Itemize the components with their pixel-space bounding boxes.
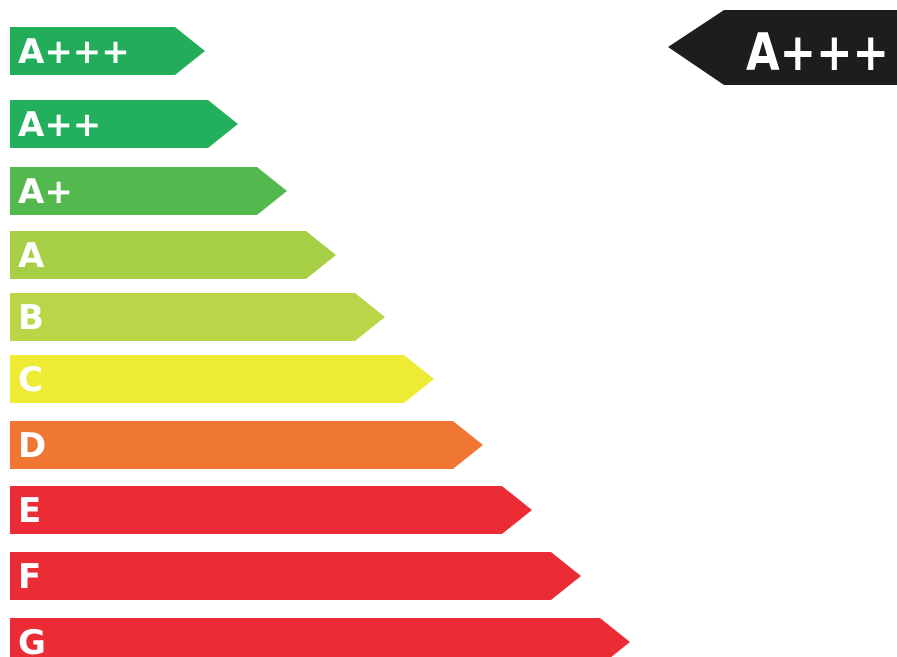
energy-class-label: A+ (18, 172, 73, 212)
energy-class-label: E (18, 491, 41, 531)
energy-class-c: C (10, 355, 434, 403)
energy-class-arrow (10, 231, 336, 279)
energy-class-arrow (10, 27, 205, 75)
energy-class-label: F (18, 557, 41, 597)
energy-class-arrow (10, 100, 238, 148)
energy-class-arrow (10, 293, 385, 341)
energy-class-arrow (10, 355, 434, 403)
energy-class-f: F (10, 552, 581, 600)
energy-class-aplus: A+ (10, 167, 287, 215)
energy-class-a: A (10, 231, 336, 279)
energy-class-label: A+++ (18, 32, 130, 72)
energy-class-aplusplusplus: A+++ (10, 27, 205, 75)
energy-class-arrow (10, 167, 287, 215)
rating-arrow (668, 10, 897, 85)
energy-class-d: D (10, 421, 483, 469)
rating-label: A+++ (746, 23, 889, 83)
energy-class-label: C (18, 360, 43, 400)
energy-class-label: B (18, 298, 44, 338)
energy-class-aplusplus: A++ (10, 100, 238, 148)
energy-class-label: D (18, 426, 46, 466)
energy-class-arrow (10, 486, 532, 534)
energy-class-label: G (18, 623, 46, 657)
energy-class-arrow (10, 552, 581, 600)
energy-class-arrow (10, 618, 630, 657)
energy-class-g: G (10, 618, 630, 657)
energy-class-label: A (18, 236, 45, 276)
energy-class-e: E (10, 486, 532, 534)
energy-class-arrow (10, 421, 483, 469)
energy-class-label: A++ (18, 105, 101, 145)
energy-class-b: B (10, 293, 385, 341)
current-rating-marker: A+++ (668, 10, 897, 85)
